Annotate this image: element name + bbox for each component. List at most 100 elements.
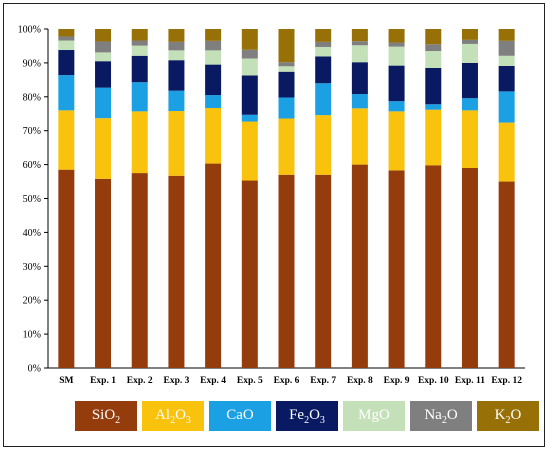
bar-segment-sio2 <box>131 173 148 368</box>
y-tick-label: 20% <box>23 296 41 307</box>
y-tick-label: 80% <box>23 92 41 103</box>
bar-segment-fe2o3 <box>241 75 258 115</box>
y-tick-label: 10% <box>23 330 41 341</box>
bar-segment-al2o3 <box>315 115 332 175</box>
x-axis: SM Exp. 1 Exp. 2 Exp. 3 Exp. 4 Exp. 5 Exp. 6 Ex… <box>48 367 525 386</box>
y-tick-label: 50% <box>23 194 41 205</box>
y-tick-label: 90% <box>23 58 41 69</box>
bar-segment-fe2o3 <box>278 71 295 98</box>
bar-stack-exp-7 <box>315 29 332 368</box>
bar-stack-exp-10 <box>425 29 442 368</box>
legend-swatch <box>75 401 137 431</box>
bar-segment-na2o <box>388 42 405 47</box>
legend-swatch <box>276 401 338 431</box>
bar-segment-fe2o3 <box>351 62 368 95</box>
y-tick-label: 30% <box>23 262 41 273</box>
x-tick-label: Exp. 5 <box>237 376 263 386</box>
bar-segment-al2o3 <box>58 110 75 170</box>
y-tick-label: 40% <box>23 228 41 239</box>
bar-stack-exp-3 <box>168 29 185 368</box>
x-tick-label: Exp. 8 <box>347 376 373 386</box>
bar-segment-cao <box>168 90 185 112</box>
legend-item-sio2: SiO2 <box>75 398 137 434</box>
bar-segment-k2o <box>315 29 332 42</box>
legend-label: MgO <box>358 407 390 423</box>
bar-segment-k2o <box>388 29 405 43</box>
bar-stack-exp-1 <box>95 29 112 368</box>
legend-swatch <box>142 401 204 431</box>
bar-segment-fe2o3 <box>131 55 148 83</box>
bar-segment-fe2o3 <box>425 67 442 105</box>
x-tick-label: SM <box>59 376 73 386</box>
bar-segment-cao <box>351 94 368 109</box>
bar-segment-mgo <box>425 51 442 68</box>
bar-stack-exp-12 <box>498 29 515 368</box>
bar-segment-cao <box>58 75 75 111</box>
x-tick-label: Exp. 6 <box>274 376 300 386</box>
bar-segment-na2o <box>131 40 148 46</box>
bar-segment-fe2o3 <box>95 61 112 88</box>
x-tick-label: Exp. 10 <box>418 376 449 386</box>
bar-segment-sio2 <box>388 170 405 368</box>
bar-segment-k2o <box>131 29 148 41</box>
bar-segment-mgo <box>168 50 185 61</box>
bar-segment-al2o3 <box>425 109 442 166</box>
bar-segment-al2o3 <box>498 122 515 182</box>
y-axis: 0% 10% 20% 30% 40% 50% 60% 70% 80% 90% 100% <box>18 25 49 375</box>
legend-label: Na2O <box>424 407 458 426</box>
bar-segment-cao <box>205 95 222 108</box>
bar-segment-mgo <box>461 43 478 63</box>
x-tick-label: Exp. 1 <box>90 376 116 386</box>
bar-stack-exp-9 <box>388 29 405 368</box>
legend-item-na2o: Na2O <box>410 398 472 434</box>
bar-segment-na2o <box>205 40 222 51</box>
legend-item-mgo: MgO <box>343 398 405 434</box>
bar-segment-cao <box>315 83 332 116</box>
bar-segment-mgo <box>58 40 75 51</box>
x-tick-label: Exp. 12 <box>491 376 522 386</box>
bar-segment-k2o <box>351 29 368 42</box>
bar-stack-sm <box>58 29 75 368</box>
bar-segment-sio2 <box>205 163 222 368</box>
bar-segment-na2o <box>498 40 515 56</box>
bar-segment-fe2o3 <box>461 62 478 99</box>
y-tick-label: 70% <box>23 126 41 137</box>
bar-segment-na2o <box>278 62 295 67</box>
bar-segment-al2o3 <box>205 107 222 164</box>
bar-segment-fe2o3 <box>205 64 222 96</box>
legend-item-al2o3: Al2O3 <box>142 398 204 434</box>
bar-segment-sio2 <box>425 165 442 368</box>
bar-segment-na2o <box>95 41 112 53</box>
bar-segment-mgo <box>131 45 148 56</box>
bar-segment-al2o3 <box>388 111 405 171</box>
x-tick-label: Exp. 7 <box>310 376 336 386</box>
bar-segment-na2o <box>241 49 258 59</box>
bar-segment-mgo <box>351 45 368 63</box>
bar-segment-al2o3 <box>131 111 148 174</box>
bar-segment-fe2o3 <box>388 65 405 102</box>
legend-swatch <box>477 401 539 431</box>
bar-stack-exp-5 <box>241 29 258 368</box>
bar-stack-exp-4 <box>205 29 222 368</box>
chart-frame <box>3 3 545 447</box>
bar-stack-exp-11 <box>461 29 478 368</box>
bar-segment-k2o <box>461 29 478 40</box>
bar-segment-k2o <box>58 29 75 37</box>
bar-segment-al2o3 <box>241 121 258 181</box>
bar-segment-cao <box>131 82 148 112</box>
x-tick-label: Exp. 11 <box>455 376 485 386</box>
y-tick-label: 60% <box>23 160 41 171</box>
legend-swatch <box>209 401 271 431</box>
bar-segment-mgo <box>205 50 222 65</box>
bar-segment-sio2 <box>498 181 515 368</box>
bar-segment-al2o3 <box>461 110 478 168</box>
bar-segment-cao <box>425 104 442 110</box>
legend-item-k2o: K2O <box>477 398 539 434</box>
bar-segment-mgo <box>95 52 112 62</box>
bar-stack-exp-6 <box>278 29 295 368</box>
legend-swatch <box>410 401 472 431</box>
legend-label: CaO <box>226 407 254 423</box>
bar-segment-k2o <box>205 29 222 41</box>
x-tick-label: Exp. 4 <box>200 376 226 386</box>
bar-segment-k2o <box>168 29 185 42</box>
